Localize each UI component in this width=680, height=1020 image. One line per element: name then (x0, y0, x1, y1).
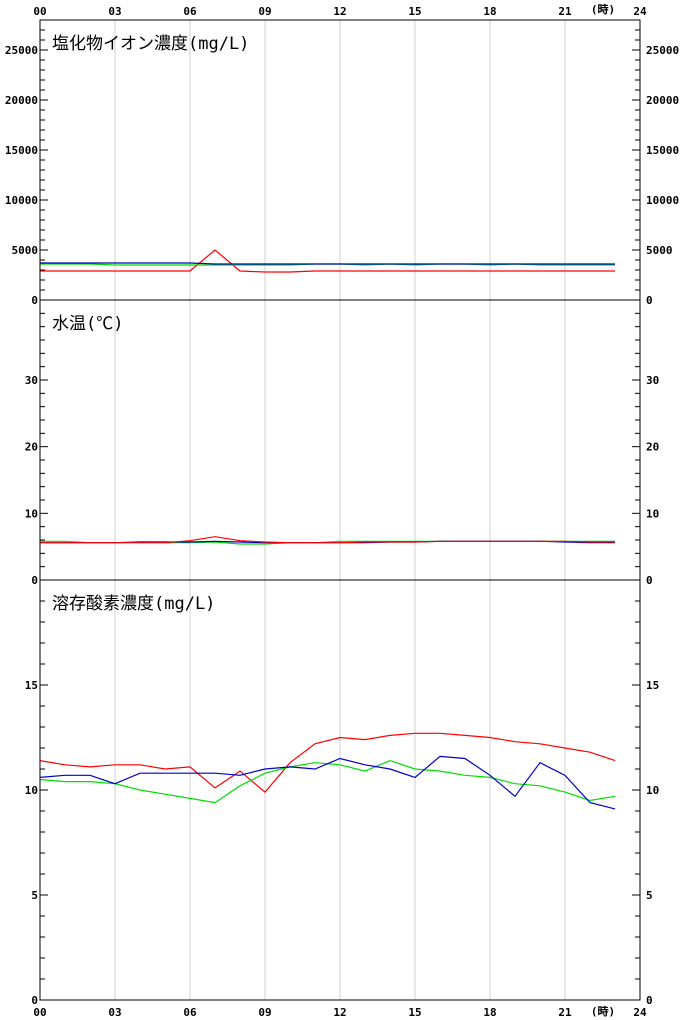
y-tick-label-right: 0 (646, 294, 653, 307)
y-tick-label-left: 25000 (5, 44, 38, 57)
panel-title-chloride: 塩化物イオン濃度(mg/L) (52, 34, 249, 54)
y-tick-label-right: 25000 (646, 44, 679, 57)
x-unit-label-top: (時) (591, 2, 615, 16)
y-tick-label-left: 30 (25, 374, 38, 387)
y-tick-label-left: 15 (25, 679, 38, 692)
y-tick-label-right: 10 (646, 784, 659, 797)
y-tick-label-left: 15000 (5, 144, 38, 157)
y-tick-label-right: 20000 (646, 94, 679, 107)
panel-title-water_temp: 水温(℃) (52, 314, 123, 334)
y-tick-label-left: 5 (31, 889, 38, 902)
y-tick-label-right: 10000 (646, 194, 679, 207)
y-tick-label-right: 0 (646, 994, 653, 1007)
x-tick-label-top: 15 (408, 5, 421, 18)
y-tick-label-right: 10 (646, 507, 659, 520)
series-line-chloride (40, 262, 615, 265)
series-line-dissolved_oxygen (39, 755, 616, 810)
series-line-water_temp (40, 536, 615, 544)
series-line-chloride (40, 249, 615, 273)
x-tick-label-bottom: 09 (258, 1006, 271, 1019)
series-line-dissolved_oxygen (39, 732, 616, 793)
x-tick-label-top: 24 (633, 5, 647, 18)
y-tick-label-right: 30 (646, 374, 659, 387)
x-tick-label-bottom: 06 (183, 1006, 197, 1019)
y-tick-label-left: 0 (31, 994, 38, 1007)
y-tick-label-left: 10 (25, 784, 38, 797)
x-tick-label-bottom: 15 (408, 1006, 421, 1019)
x-tick-label-top: 03 (108, 5, 121, 18)
y-tick-label-right: 5000 (646, 244, 673, 257)
x-tick-label-bottom: 12 (333, 1006, 346, 1019)
x-tick-label-top: 06 (183, 5, 197, 18)
x-tick-label-top: 18 (483, 5, 496, 18)
x-tick-label-bottom: 18 (483, 1006, 496, 1019)
y-tick-label-right: 0 (646, 574, 653, 587)
y-tick-label-left: 20 (25, 441, 38, 454)
y-tick-label-left: 5000 (12, 244, 39, 257)
y-tick-label-right: 15 (646, 679, 659, 692)
y-tick-label-left: 20000 (5, 94, 38, 107)
x-tick-label-bottom: 21 (558, 1006, 572, 1019)
y-tick-label-right: 20 (646, 441, 659, 454)
series-line-dissolved_oxygen (39, 759, 616, 804)
y-tick-label-left: 0 (31, 294, 38, 307)
plot-frame (39, 19, 641, 1001)
x-tick-label-top: 09 (258, 5, 271, 18)
x-tick-label-bottom: 03 (108, 1006, 121, 1019)
x-tick-label-bottom: 00 (33, 1006, 46, 1019)
x-tick-label-bottom: 24 (633, 1006, 647, 1019)
y-tick-label-left: 10000 (5, 194, 38, 207)
panel-title-dissolved_oxygen: 溶存酸素濃度(mg/L) (52, 594, 215, 614)
x-tick-label-top: 21 (558, 5, 572, 18)
x-tick-label-top: 12 (333, 5, 346, 18)
y-tick-label-right: 15000 (646, 144, 679, 157)
x-tick-label-top: 00 (33, 5, 46, 18)
x-unit-label-bottom: (時) (591, 1004, 615, 1018)
y-tick-label-right: 5 (646, 889, 653, 902)
y-tick-label-left: 10 (25, 507, 38, 520)
y-tick-label-left: 0 (31, 574, 38, 587)
